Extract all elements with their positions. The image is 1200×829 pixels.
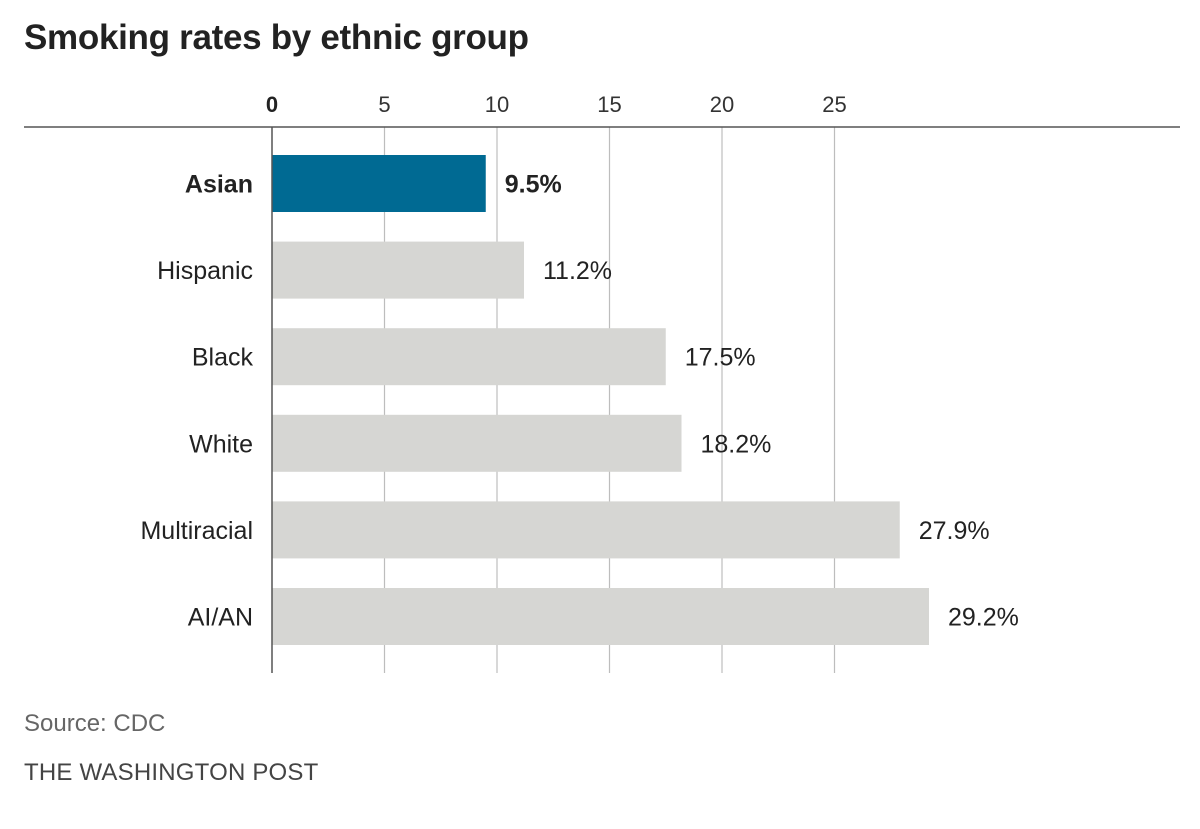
x-tick-label: 5: [378, 92, 390, 117]
x-tick-label: 25: [822, 92, 846, 117]
credit-line: THE WASHINGTON POST: [24, 759, 319, 786]
value-label: 27.9%: [919, 517, 990, 545]
value-label: 9.5%: [505, 171, 562, 199]
bar-multiracial: [272, 501, 900, 559]
value-label: 29.2%: [948, 604, 1019, 632]
category-label: Multiracial: [140, 517, 253, 545]
value-label: 18.2%: [701, 430, 772, 458]
value-label: 17.5%: [685, 344, 756, 372]
chart-title: Smoking rates by ethnic group: [24, 18, 529, 57]
bar-white: [272, 414, 682, 472]
category-label: Black: [192, 344, 254, 372]
x-tick-label: 0: [266, 92, 278, 117]
category-label: White: [189, 430, 253, 458]
bar-asian: [272, 155, 486, 212]
x-tick-label: 20: [710, 92, 734, 117]
x-tick-label: 10: [485, 92, 509, 117]
category-label: Asian: [185, 171, 253, 199]
value-label: 11.2%: [543, 257, 612, 285]
category-label: AI/AN: [188, 604, 253, 632]
bar-black: [272, 328, 666, 386]
bar-ai-an: [272, 588, 929, 645]
x-tick-label: 15: [597, 92, 621, 117]
bar-hispanic: [272, 241, 524, 299]
source-note: Source: CDC: [24, 710, 166, 737]
category-label: Hispanic: [157, 257, 253, 285]
